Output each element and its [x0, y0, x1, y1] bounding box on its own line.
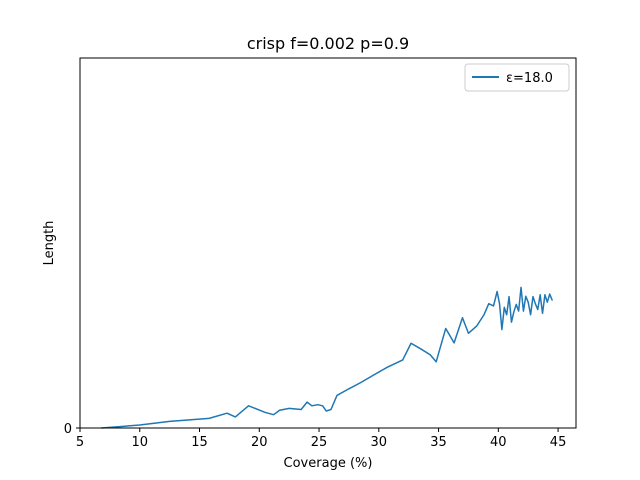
legend-label: ε=18.0	[506, 71, 553, 86]
x-tick-label: 10	[131, 435, 148, 450]
plot-area	[100, 286, 553, 429]
x-tick-label: 35	[430, 435, 447, 450]
series-line	[100, 286, 553, 429]
x-tick-label: 5	[76, 435, 84, 450]
x-tick-label: 20	[251, 435, 268, 450]
chart-title: crisp f=0.002 p=0.9	[247, 34, 409, 53]
x-tick-label: 15	[191, 435, 208, 450]
x-tick-label: 30	[371, 435, 388, 450]
legend-box	[464, 63, 570, 92]
y-axis-label: Length	[42, 221, 57, 266]
x-tick-label: 40	[490, 435, 507, 450]
legend: ε=18.0	[464, 63, 570, 92]
x-axis-label: Coverage (%)	[284, 456, 373, 471]
axis-ticks: 5 10 15 20 25 30 35 40 45 0	[64, 422, 567, 450]
x-tick-label: 45	[550, 435, 567, 450]
y-tick-label: 0	[64, 422, 72, 437]
x-tick-label: 25	[311, 435, 328, 450]
plot-frame	[79, 57, 577, 429]
